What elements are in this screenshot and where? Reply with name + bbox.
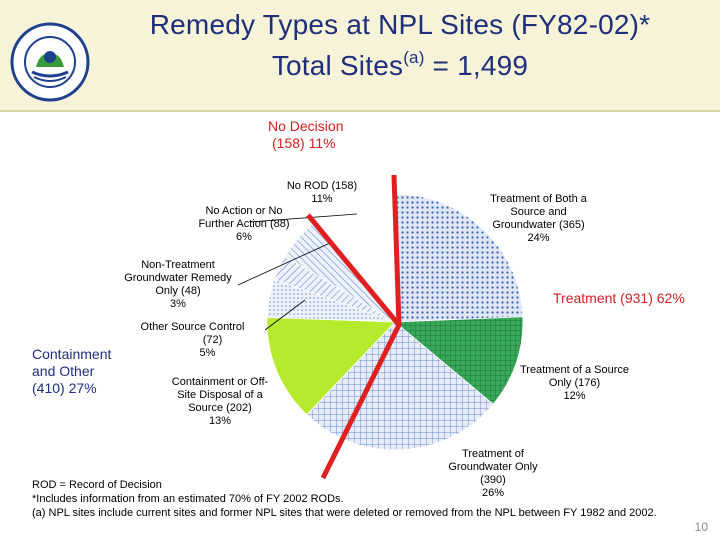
title-line-1: Remedy Types at NPL Sites (FY82-02)*: [149, 9, 651, 40]
slice-1-label-l3: 12%: [563, 390, 586, 402]
epa-seal-icon: [10, 22, 90, 102]
slice-5-label-l4: 3%: [170, 298, 186, 310]
slice-2-label-l1: Treatment of: [462, 448, 524, 460]
slice-label-non-treatment-gw: Non-Treatment Groundwater Remedy Only (4…: [112, 259, 244, 311]
title-total-label: Total Sites: [271, 50, 404, 81]
pie-slice-containment-or-off-site-disposal-of-a-source: [266, 316, 396, 416]
title-footnote-marker: (a): [403, 48, 425, 67]
page-number: 10: [694, 520, 708, 534]
slice-0-label-l3: Groundwater (365): [492, 219, 585, 231]
slice-label-containment: Containment or Off- Site Disposal of a S…: [160, 376, 280, 428]
slice-5-label-l2: Groundwater Remedy: [124, 272, 232, 284]
slide-header: Remedy Types at NPL Sites (FY82-02)* Tot…: [0, 0, 720, 112]
slice-label-treatment-source: Treatment of a Source Only (176) 12%: [512, 364, 637, 403]
slice-label-other-source-control: Other Source Control (72) 5%: [130, 321, 255, 360]
slice-3-label-l4: 13%: [208, 415, 232, 427]
slice-label-no-action: No Action or No Further Action (88) 6%: [185, 205, 303, 244]
footnote-fy: *Includes information from an estimated …: [32, 493, 344, 505]
slice-label-treatment-groundwater: Treatment of Groundwater Only (390) 26%: [434, 448, 552, 500]
group-label-treatment: Treatment (931) 62%: [553, 290, 685, 307]
slice-3-label-l1: Containment or Off-: [171, 376, 269, 388]
pie-slice-treatment-of-a-source-only: [393, 316, 524, 405]
leader-lines: [237, 213, 358, 331]
slice-0-label-l2: Source and: [510, 206, 567, 218]
footnotes: ROD = Record of Decision *Includes infor…: [32, 478, 720, 520]
page-title: Remedy Types at NPL Sites (FY82-02)* Tot…: [100, 8, 700, 82]
group-label-containment: Containment and Other (410) 27%: [32, 346, 111, 397]
treatment-line-1: Treatment (931) 62%: [553, 290, 685, 306]
no-decision-separator-line: [306, 213, 401, 327]
no-decision-line-1: No Decision: [268, 118, 344, 134]
slice-2-label-l2: Groundwater Only: [448, 461, 538, 473]
title-total-value: = 1,499: [424, 50, 529, 81]
slice-7-label-l1: No ROD (158): [286, 180, 358, 192]
slice-label-no-rod: No ROD (158) 11%: [272, 180, 372, 206]
slice-1-label-l1: Treatment of a Source: [519, 364, 630, 376]
slice-6-label-l2: Further Action (88): [198, 218, 290, 230]
slice-0-label-l1: Treatment of Both a: [490, 193, 587, 205]
slice-2-label-l3: (390): [480, 474, 506, 486]
containment-line-1: Containment: [32, 346, 112, 362]
slice-6-label-l3: 6%: [236, 231, 252, 243]
footnote-a: (a) NPL sites include current sites and …: [32, 507, 657, 519]
slice-3-label-l3: Source (202): [188, 402, 252, 414]
slice-label-treatment-both: Treatment of Both a Source and Groundwat…: [476, 193, 601, 245]
containment-line-3: (410) 27%: [32, 380, 97, 396]
slice-4-label-l2: (72): [202, 334, 223, 346]
containment-line-2: and Other: [32, 363, 95, 379]
footnote-rod: ROD = Record of Decision: [32, 479, 162, 491]
slice-0-label-l4: 24%: [527, 232, 550, 244]
slice-5-label-l3: Only (48): [155, 285, 201, 297]
slice-4-label-l3: 5%: [199, 347, 216, 359]
no-decision-line-2: (158) 11%: [272, 135, 336, 151]
slice-6-label-l1: No Action or No: [205, 205, 283, 217]
slice-1-label-l2: Only (176): [548, 377, 601, 389]
slice-2-label-l4: 26%: [481, 487, 505, 499]
slice-4-label-l1: Other Source Control: [140, 321, 245, 333]
title-line-2: Total Sites(a) = 1,499: [100, 41, 700, 82]
slice-3-label-l2: Site Disposal of a: [177, 389, 263, 401]
slice-5-label-l1: Non-Treatment: [141, 259, 215, 271]
group-label-no-decision: No Decision (158) 11%: [268, 118, 343, 152]
slice-7-label-l2: 11%: [311, 193, 333, 205]
pie-slice-treatment-of-both-a-source-and-groundwater: [394, 193, 524, 323]
